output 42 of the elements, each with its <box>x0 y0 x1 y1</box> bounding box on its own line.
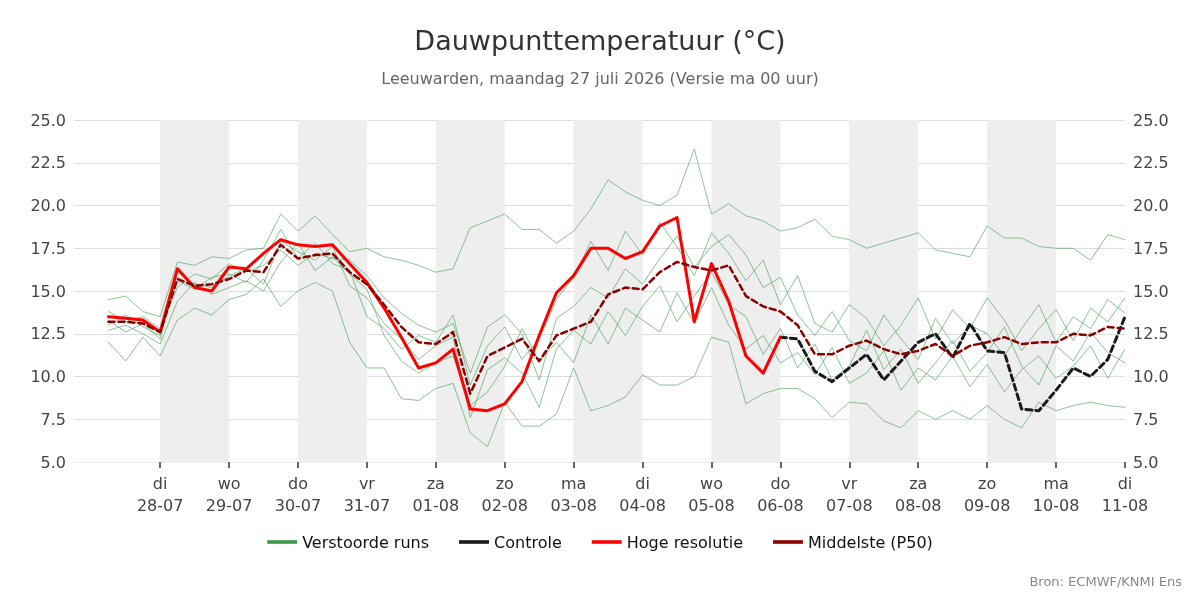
y-tick-label: 7.5 <box>40 409 66 429</box>
x-tick-label: di 11-08 <box>1101 473 1149 515</box>
y2-tick-label: 20.0 <box>1133 196 1169 215</box>
x-tick-label: do 30-07 <box>274 473 322 515</box>
y2-tick-label: 22.5 <box>1133 153 1169 173</box>
y2-tick-label: 15.0 <box>1133 281 1169 301</box>
x-tick-label: vr 07-08 <box>826 473 873 515</box>
x-tick-label: di 28-07 <box>136 473 184 515</box>
legend-label: Verstoorde runs <box>302 532 430 552</box>
y2-tick-label: 25.0 <box>1133 110 1169 130</box>
x-tick-label: wo 05-08 <box>688 473 735 515</box>
x-tick-label: wo 29-07 <box>205 473 253 515</box>
legend-label: Controle <box>494 532 562 552</box>
y2-tick-label: 12.5 <box>1133 324 1169 344</box>
legend-label: Hoge resolutie <box>626 532 743 552</box>
y-tick-label: 22.5 <box>30 153 66 173</box>
y-tick-label: 10.0 <box>30 367 66 386</box>
y-tick-label: 5.0 <box>40 452 66 472</box>
x-tick-label: ma 10-08 <box>1032 473 1080 515</box>
chart-subtitle: Leeuwarden, maandag 27 juli 2026 (Versie ma 00 uur) <box>381 68 819 88</box>
chart-title: Dauwpunttemperatuur (°C) <box>414 25 786 56</box>
y-tick-label: 25.0 <box>30 110 66 130</box>
y2-tick-label: 17.5 <box>1133 238 1169 258</box>
line-series <box>778 315 1127 413</box>
text: Bron: ECMWF/KNMI Ens <box>1029 574 1183 589</box>
x-tick-label: do 06-08 <box>757 473 804 515</box>
y2-tick-label: 10.0 <box>1133 367 1169 386</box>
x-tick-label: di 04-08 <box>619 473 666 515</box>
x-tick-label: za 08-08 <box>895 473 942 515</box>
line-series <box>106 215 782 413</box>
y2-tick-label: 7.5 <box>1133 409 1159 429</box>
y-tick-label: 20.0 <box>30 196 66 215</box>
y-tick-label: 15.0 <box>30 281 66 301</box>
x-tick-label: za 01-08 <box>412 473 460 515</box>
y2-tick-label: 5.0 <box>1133 452 1159 472</box>
legend-label: Middelste (P50) <box>807 532 933 552</box>
x-tick-label: zo 09-08 <box>963 473 1011 515</box>
x-tick-label: vr 31-07 <box>343 473 391 515</box>
x-tick-label: ma 03-08 <box>550 473 597 515</box>
x-tick-label: zo 02-08 <box>481 473 528 515</box>
y-tick-label: 12.5 <box>30 324 66 344</box>
y-tick-label: 17.5 <box>30 238 66 258</box>
